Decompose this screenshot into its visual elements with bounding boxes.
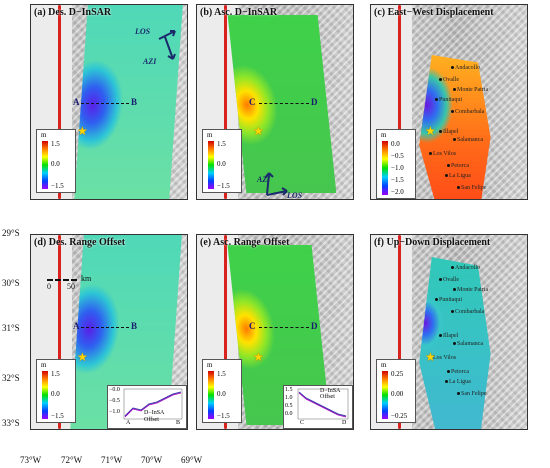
town-la-ligua: La Ligua bbox=[445, 379, 471, 385]
colorbar: m 1.5 0.0 −1.5 bbox=[202, 359, 242, 423]
profile-line bbox=[81, 103, 129, 104]
colorbar: m 0.25 0.00 −0.25 bbox=[376, 359, 416, 423]
town-monte-patria: Monte Patria bbox=[453, 287, 488, 293]
coastline bbox=[57, 235, 61, 429]
town-los-vilos: Los Vilos bbox=[429, 151, 456, 157]
town-la-ligua: La Ligua bbox=[445, 173, 471, 179]
lat-label-33: 33°S bbox=[2, 418, 20, 428]
colorbar: m 1.5 0.0 −1.5 bbox=[36, 129, 76, 193]
lon-label-72: 72°W bbox=[61, 455, 83, 465]
scale-bar: 0 50 km bbox=[47, 274, 92, 291]
epicenter-star-icon: ★ bbox=[77, 350, 88, 364]
panel-title: (d) Des. Range Offset bbox=[34, 237, 126, 248]
town-illapel: Illapel bbox=[439, 333, 458, 339]
profile-inset-plot bbox=[297, 388, 349, 420]
epicenter-star-icon: ★ bbox=[425, 124, 436, 138]
profile-inset: 1.5 1.0 0.5 0.0 C D D−InSA Offset bbox=[283, 385, 353, 429]
town-punitaqui: Punitaqui bbox=[435, 297, 462, 303]
panel-a: (a) Des. D−InSAR LOS AZI A B ★ m 1.5 0.0… bbox=[30, 4, 188, 200]
town-monte-patria: Monte Patria bbox=[453, 87, 488, 93]
displacement-swath bbox=[227, 15, 337, 193]
profile-end: D bbox=[311, 321, 318, 331]
azi-label: AZI bbox=[143, 57, 157, 66]
town-petorca: Petorca bbox=[447, 163, 469, 169]
colorbar: m 1.5 0.0 −1.5 bbox=[202, 129, 242, 193]
profile-line bbox=[259, 327, 309, 328]
epicenter-star-icon: ★ bbox=[425, 350, 436, 364]
lat-label-32: 32°S bbox=[2, 373, 20, 383]
panel-b: (b) Asc. D−InSAR C D ★ AZI LOS m 1.5 0.0… bbox=[196, 4, 354, 200]
profile-inset: −0.0 −0.5 −1.0 A B D−InSA Offset bbox=[107, 385, 187, 429]
town-salamanca: Salamanca bbox=[453, 341, 483, 347]
colorbar: m 1.5 0.0 −1.5 bbox=[36, 359, 76, 423]
town-los-vilos: Los Vilos bbox=[429, 355, 456, 361]
lat-label-30: 30°S bbox=[2, 278, 20, 288]
coastline bbox=[397, 235, 401, 429]
los-label: LOS bbox=[135, 27, 151, 36]
town-salamanca: Salamanca bbox=[453, 137, 483, 143]
lon-label-71: 71°W bbox=[101, 455, 123, 465]
panel-title: (c) East−West Displacement bbox=[374, 7, 494, 18]
look-direction-icon bbox=[264, 172, 288, 196]
profile-start: C bbox=[249, 321, 256, 331]
profile-line bbox=[259, 103, 309, 104]
panel-title: (a) Des. D−InSAR bbox=[34, 7, 112, 18]
town-ovalle: Ovalle bbox=[439, 77, 459, 83]
look-direction-icon bbox=[158, 30, 176, 60]
panel-c: (c) East−West Displacement Andacollo Ova… bbox=[370, 4, 528, 200]
epicenter-star-icon: ★ bbox=[253, 350, 264, 364]
colorbar: m 0.0 −0.5 −1.0 −1.5 −2.0 bbox=[376, 129, 416, 199]
panel-title: (f) Up−Down Displacement bbox=[374, 237, 491, 248]
panel-title: (b) Asc. D−InSAR bbox=[200, 7, 278, 18]
town-andacollo: Andacollo bbox=[451, 65, 480, 71]
town-combarbala: Combarbala bbox=[451, 109, 484, 115]
epicenter-star-icon: ★ bbox=[77, 124, 88, 138]
profile-line bbox=[81, 327, 129, 328]
displacement-swath bbox=[419, 55, 491, 199]
los-label: LOS bbox=[287, 191, 303, 200]
lat-label-29: 29°S bbox=[2, 228, 20, 238]
town-andacollo: Andacollo bbox=[451, 265, 480, 271]
coastline bbox=[397, 5, 401, 199]
panel-d: (d) Des. Range Offset 0 50 km A B ★ m 1.… bbox=[30, 234, 188, 430]
azi-label: AZI bbox=[257, 175, 271, 184]
coastline bbox=[223, 235, 227, 429]
town-san-felipe: San Felipe bbox=[457, 185, 487, 191]
profile-start: A bbox=[73, 321, 80, 331]
profile-inset-plot bbox=[123, 388, 183, 420]
lon-label-73: 73°W bbox=[20, 455, 42, 465]
profile-end: B bbox=[131, 321, 138, 331]
profile-start: A bbox=[73, 97, 80, 107]
town-combarbala: Combarbala bbox=[451, 309, 484, 315]
panel-f: (f) Up−Down Displacement Andacollo Ovall… bbox=[370, 234, 528, 430]
profile-end: D bbox=[311, 97, 318, 107]
profile-end: B bbox=[131, 97, 138, 107]
panel-e: (e) Asc. Range Offset C D ★ m 1.5 0.0 −1… bbox=[196, 234, 354, 430]
coastline bbox=[223, 5, 227, 199]
town-san-felipe: San Felipe bbox=[457, 391, 487, 397]
coastline bbox=[57, 5, 61, 199]
panel-title: (e) Asc. Range Offset bbox=[200, 237, 290, 248]
lon-label-70: 70°W bbox=[141, 455, 163, 465]
epicenter-star-icon: ★ bbox=[253, 124, 264, 138]
town-petorca: Petorca bbox=[447, 369, 469, 375]
town-punitaqui: Punitaqui bbox=[435, 97, 462, 103]
town-illapel: Illapel bbox=[439, 129, 458, 135]
lon-label-69: 69°W bbox=[181, 455, 203, 465]
lat-label-31: 31°S bbox=[2, 323, 20, 333]
profile-start: C bbox=[249, 97, 256, 107]
town-ovalle: Ovalle bbox=[439, 277, 459, 283]
